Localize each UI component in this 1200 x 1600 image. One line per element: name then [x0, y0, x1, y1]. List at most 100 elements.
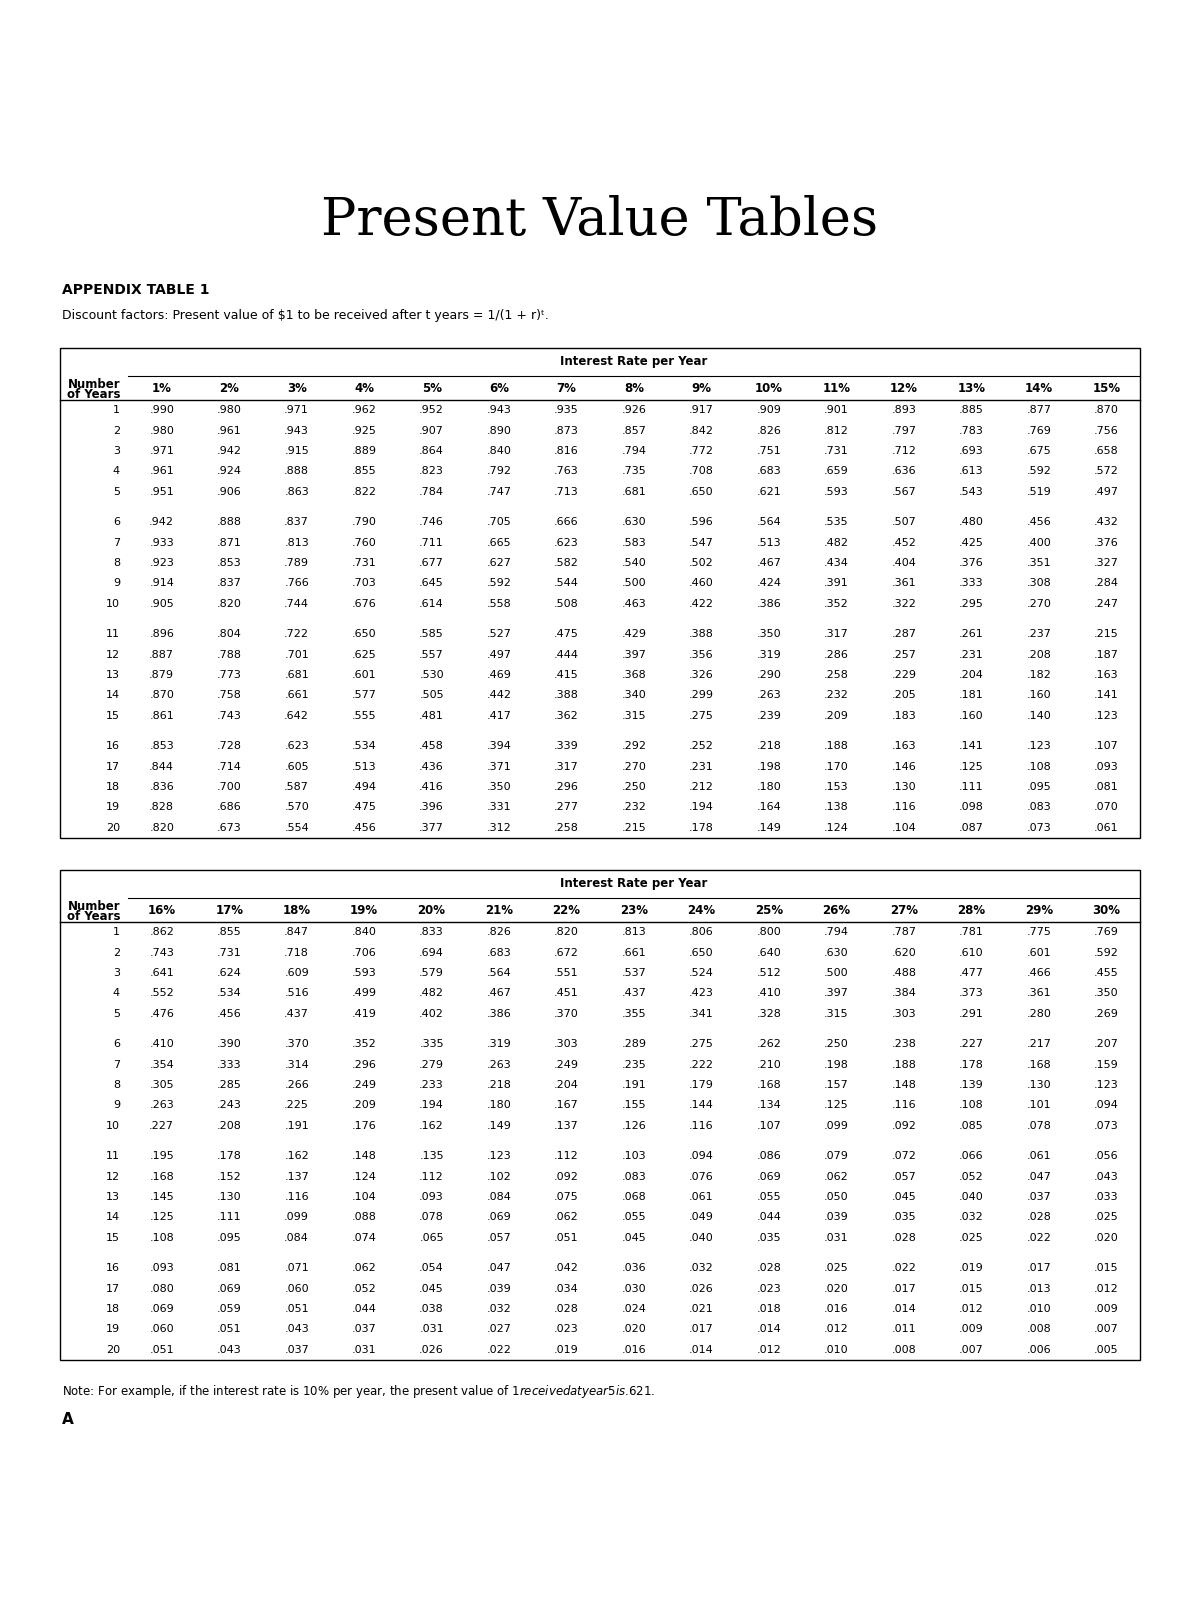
Text: .455: .455 — [1094, 968, 1118, 978]
Text: .034: .034 — [554, 1283, 578, 1294]
Text: .315: .315 — [622, 710, 647, 720]
Text: .017: .017 — [892, 1283, 917, 1294]
Text: 19: 19 — [106, 802, 120, 813]
Text: 18: 18 — [106, 782, 120, 792]
Text: .887: .887 — [149, 650, 174, 659]
Text: .701: .701 — [284, 650, 310, 659]
Text: .901: .901 — [824, 405, 848, 416]
Text: .035: .035 — [892, 1213, 916, 1222]
Text: 16: 16 — [106, 1264, 120, 1274]
Text: .124: .124 — [352, 1171, 377, 1182]
Text: .686: .686 — [217, 802, 241, 813]
Text: .806: .806 — [689, 928, 714, 938]
Text: .769: .769 — [1026, 426, 1051, 435]
Text: .693: .693 — [959, 446, 984, 456]
Text: .352: .352 — [824, 598, 848, 608]
Text: .145: .145 — [149, 1192, 174, 1202]
Text: .054: .054 — [419, 1264, 444, 1274]
Text: .943: .943 — [284, 426, 310, 435]
Text: .078: .078 — [1026, 1122, 1051, 1131]
Text: 19%: 19% — [350, 904, 378, 917]
Text: .130: .130 — [892, 782, 916, 792]
Text: .601: .601 — [352, 670, 377, 680]
Text: 27%: 27% — [890, 904, 918, 917]
Text: .410: .410 — [149, 1040, 174, 1050]
Text: .488: .488 — [892, 968, 917, 978]
Text: .833: .833 — [419, 928, 444, 938]
Text: .620: .620 — [892, 947, 917, 957]
Text: .863: .863 — [284, 486, 310, 496]
Text: .233: .233 — [419, 1080, 444, 1090]
Text: .335: .335 — [419, 1040, 444, 1050]
Text: 11%: 11% — [822, 381, 851, 395]
Text: .296: .296 — [554, 782, 578, 792]
Text: .554: .554 — [284, 822, 310, 832]
Text: .907: .907 — [419, 426, 444, 435]
Text: .009: .009 — [959, 1325, 984, 1334]
Text: .051: .051 — [284, 1304, 308, 1314]
Text: .703: .703 — [352, 578, 377, 589]
Text: .926: .926 — [622, 405, 647, 416]
Text: .943: .943 — [487, 405, 511, 416]
Text: .885: .885 — [959, 405, 984, 416]
Text: .072: .072 — [892, 1152, 917, 1162]
Text: .314: .314 — [284, 1059, 310, 1070]
Text: 12: 12 — [106, 1171, 120, 1182]
Text: .437: .437 — [284, 1008, 310, 1019]
Text: 1%: 1% — [151, 381, 172, 395]
Text: .055: .055 — [622, 1213, 647, 1222]
Text: .102: .102 — [487, 1171, 511, 1182]
Text: .714: .714 — [217, 762, 241, 771]
Text: .700: .700 — [217, 782, 241, 792]
Text: .794: .794 — [622, 446, 647, 456]
Text: 16: 16 — [106, 741, 120, 750]
Text: 15: 15 — [106, 710, 120, 720]
Text: .261: .261 — [959, 629, 984, 638]
Text: .480: .480 — [959, 517, 984, 526]
Text: .160: .160 — [1026, 690, 1051, 701]
Text: .458: .458 — [419, 741, 444, 750]
Text: .564: .564 — [487, 968, 511, 978]
Text: .386: .386 — [756, 598, 781, 608]
Text: .475: .475 — [554, 629, 578, 638]
Text: .322: .322 — [892, 598, 917, 608]
Text: .326: .326 — [689, 670, 714, 680]
Text: .386: .386 — [487, 1008, 511, 1019]
Text: .069: .069 — [756, 1171, 781, 1182]
Text: .822: .822 — [352, 486, 377, 496]
Text: .862: .862 — [149, 928, 174, 938]
Text: .942: .942 — [149, 517, 174, 526]
Text: 8: 8 — [113, 1080, 120, 1090]
Text: .168: .168 — [1026, 1059, 1051, 1070]
Text: .123: .123 — [1026, 741, 1051, 750]
Text: .249: .249 — [352, 1080, 377, 1090]
Text: .047: .047 — [1026, 1171, 1051, 1182]
Bar — [60, 870, 1140, 1360]
Text: .010: .010 — [824, 1346, 848, 1355]
Text: .137: .137 — [284, 1171, 310, 1182]
Text: .312: .312 — [487, 822, 511, 832]
Text: .579: .579 — [419, 968, 444, 978]
Text: .160: .160 — [959, 710, 984, 720]
Text: .773: .773 — [217, 670, 241, 680]
Text: 9: 9 — [113, 578, 120, 589]
Text: .534: .534 — [217, 989, 241, 998]
Text: .030: .030 — [622, 1283, 647, 1294]
Text: .062: .062 — [824, 1171, 848, 1182]
Text: .871: .871 — [217, 538, 241, 547]
Text: .019: .019 — [554, 1346, 578, 1355]
Text: .148: .148 — [352, 1152, 377, 1162]
Text: .823: .823 — [419, 466, 444, 477]
Text: .971: .971 — [149, 446, 174, 456]
Text: 17: 17 — [106, 1283, 120, 1294]
Text: 26%: 26% — [822, 904, 851, 917]
Text: .008: .008 — [892, 1346, 917, 1355]
Text: .391: .391 — [824, 578, 848, 589]
Text: 7: 7 — [113, 538, 120, 547]
Text: .107: .107 — [1094, 741, 1118, 750]
Text: .012: .012 — [756, 1346, 781, 1355]
Text: .212: .212 — [689, 782, 714, 792]
Text: .601: .601 — [1026, 947, 1051, 957]
Text: .020: .020 — [622, 1325, 647, 1334]
Text: .914: .914 — [149, 578, 174, 589]
